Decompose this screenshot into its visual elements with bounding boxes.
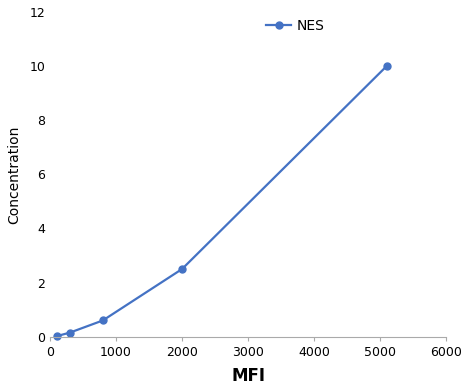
NES <box>384 64 390 69</box>
Line: NES: NES <box>53 63 390 339</box>
NES <box>54 334 60 339</box>
NES <box>100 318 106 323</box>
NES <box>179 267 185 271</box>
NES <box>67 330 73 335</box>
Y-axis label: Concentration: Concentration <box>7 125 21 223</box>
Legend: NES: NES <box>266 19 325 33</box>
X-axis label: MFI: MFI <box>231 367 265 385</box>
